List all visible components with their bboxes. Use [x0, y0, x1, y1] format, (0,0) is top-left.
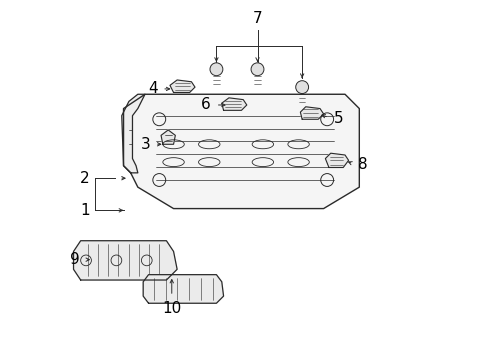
Polygon shape	[122, 94, 145, 173]
Text: 2: 2	[80, 171, 90, 186]
Text: 7: 7	[253, 12, 262, 26]
Polygon shape	[143, 275, 223, 303]
Polygon shape	[300, 107, 323, 119]
Text: 1: 1	[80, 203, 90, 218]
Circle shape	[210, 63, 223, 76]
Polygon shape	[325, 153, 348, 167]
Text: 9: 9	[70, 252, 80, 267]
Polygon shape	[161, 130, 175, 144]
Text: 8: 8	[358, 157, 367, 172]
Text: 6: 6	[201, 98, 211, 112]
Text: 3: 3	[141, 137, 150, 152]
Text: 4: 4	[148, 81, 157, 96]
Polygon shape	[170, 80, 195, 93]
Polygon shape	[123, 94, 359, 208]
Circle shape	[296, 81, 309, 94]
Text: 10: 10	[162, 301, 181, 316]
Polygon shape	[222, 98, 247, 111]
Circle shape	[251, 63, 264, 76]
Text: 5: 5	[334, 111, 343, 126]
Polygon shape	[74, 241, 177, 280]
